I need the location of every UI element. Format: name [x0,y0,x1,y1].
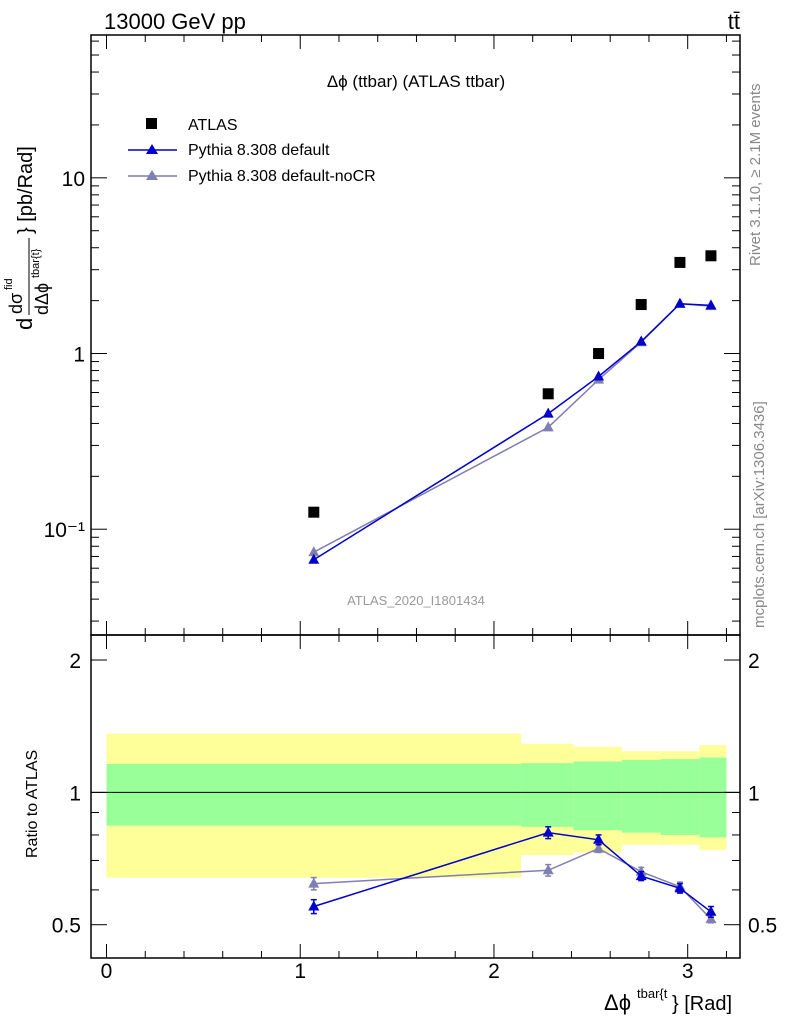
legend-atlas-label: ATLAS [188,117,238,134]
ratio-xtick-label: 1 [294,960,306,983]
pythia-nocr-line [313,302,711,553]
main-axis-ticks: 10⁻¹ 1 10 [44,35,740,635]
svg-text:tbar{t: tbar{t [637,986,668,1001]
atlas-point [542,388,554,400]
process-label: tt̄ [728,9,740,34]
pythia-default-point [593,370,605,381]
pythia-default-ratio-point [705,905,717,916]
ratio-ytick-label-right: 0.5 [748,915,777,938]
main-panel: Δϕ (ttbar) (ATLAS ttbar) ATLAS_2020_I180… [3,34,741,636]
pythia-default-line [313,302,711,561]
ratio-axis-ticks: 0 1 2 3 0.5 0.5 1 1 2 2 [52,635,777,983]
pythia-default-point [635,335,647,346]
pythia-default-ratio-point [635,870,647,881]
pythia-default-ratio-point [593,833,605,844]
legend-atlas-marker [146,118,157,129]
pythia-nocr-point [308,546,320,557]
svg-text:dΔϕ: dΔϕ [32,283,52,315]
ratio-band-inner [699,757,727,838]
legend-entry-pythia-nocr: Pythia 8.308 default-noCR [128,168,376,185]
source-label: mcplots.cern.ch [arXiv:1306.3436] [751,401,768,628]
svg-text:} [pb/Rad]: } [pb/Rad] [15,146,37,234]
ratio-band-inner [521,763,574,827]
ratio-ytick-label-left: 2 [69,650,81,673]
pythia-default-point [542,407,554,418]
main-ytick-label: 1 [73,344,85,367]
pythia-default-ratio-point [542,826,554,837]
pythia-default-point [308,553,320,564]
rivet-label: Rivet 3.1.10, ≥ 2.1M events [747,84,764,267]
ratio-uncertainty-bands [106,733,727,878]
main-ylabel: d dσ fid dΔϕ tbar{t} } [pb/Rad] [3,146,52,330]
ratio-series [308,826,717,924]
ratio-xtick-label: 2 [488,960,500,983]
main-ytick-label: 10⁻¹ [44,519,85,542]
legend-pythia-default-label: Pythia 8.308 default [188,142,330,159]
main-title: Δϕ (ttbar) (ATLAS ttbar) [327,72,505,91]
analysis-label: ATLAS_2020_I1801434 [347,593,485,608]
svg-text:tbar{t}: tbar{t} [30,248,42,278]
legend-entry-pythia-default: Pythia 8.308 default [128,142,330,159]
pythia-nocr-ratio-point [542,864,554,875]
atlas-point [635,299,647,311]
energy-label: 13000 GeV pp [104,9,246,34]
legend-entry-atlas: ATLAS [146,117,238,134]
atlas-point [705,250,717,262]
pythia-default-ratio-point [674,882,686,893]
svg-text:Δϕ: Δϕ [604,990,631,1015]
ratio-xtick-label: 3 [682,960,694,983]
ratio-ylabel: Ratio to ATLAS [24,750,41,858]
pythia-default-point [674,297,686,308]
svg-text:d: d [12,318,37,330]
ratio-band-inner [660,759,700,835]
legend-pythia-nocr-marker [146,170,158,180]
ratio-xlabel: Δϕ tbar{t } [Rad] [604,986,732,1015]
legend: ATLAS Pythia 8.308 default Pythia 8.308 … [128,117,376,185]
ratio-panel: 0 1 2 3 0.5 0.5 1 1 2 2 Ratio to ATLAS Δϕ tbar{t … [24,634,777,1015]
ratio-frame [90,634,741,959]
ratio-ytick-label-left: 0.5 [52,915,81,938]
ratio-ytick-label-left: 1 [69,782,81,805]
svg-text:dσ: dσ [6,293,26,314]
atlas-point [593,348,605,360]
pythia-nocr-ratio-point [705,913,717,924]
pythia-nocr-ratio-point [308,877,320,888]
ratio-band-inner [106,764,522,826]
pythia-nocr-point [542,421,554,432]
ratio-band-inner [621,759,661,833]
legend-pythia-default-marker [146,144,158,154]
pythia-default-ratio-point [308,900,320,911]
atlas-point [674,256,686,268]
ratio-band-inner [573,761,622,831]
legend-pythia-nocr-label: Pythia 8.308 default-noCR [188,168,376,185]
main-series [308,250,717,564]
svg-text:fid: fid [3,278,15,290]
pythia-default-point [705,299,717,310]
atlas-point [308,506,320,518]
main-ytick-label: 10 [62,168,85,191]
ratio-xtick-label: 0 [101,960,113,983]
pythia-nocr-ratio-point [593,842,605,853]
ratio-ytick-label-right: 2 [748,650,760,673]
svg-text:} [Rad]: } [Rad] [672,993,732,1015]
ratio-ytick-label-right: 1 [748,782,760,805]
